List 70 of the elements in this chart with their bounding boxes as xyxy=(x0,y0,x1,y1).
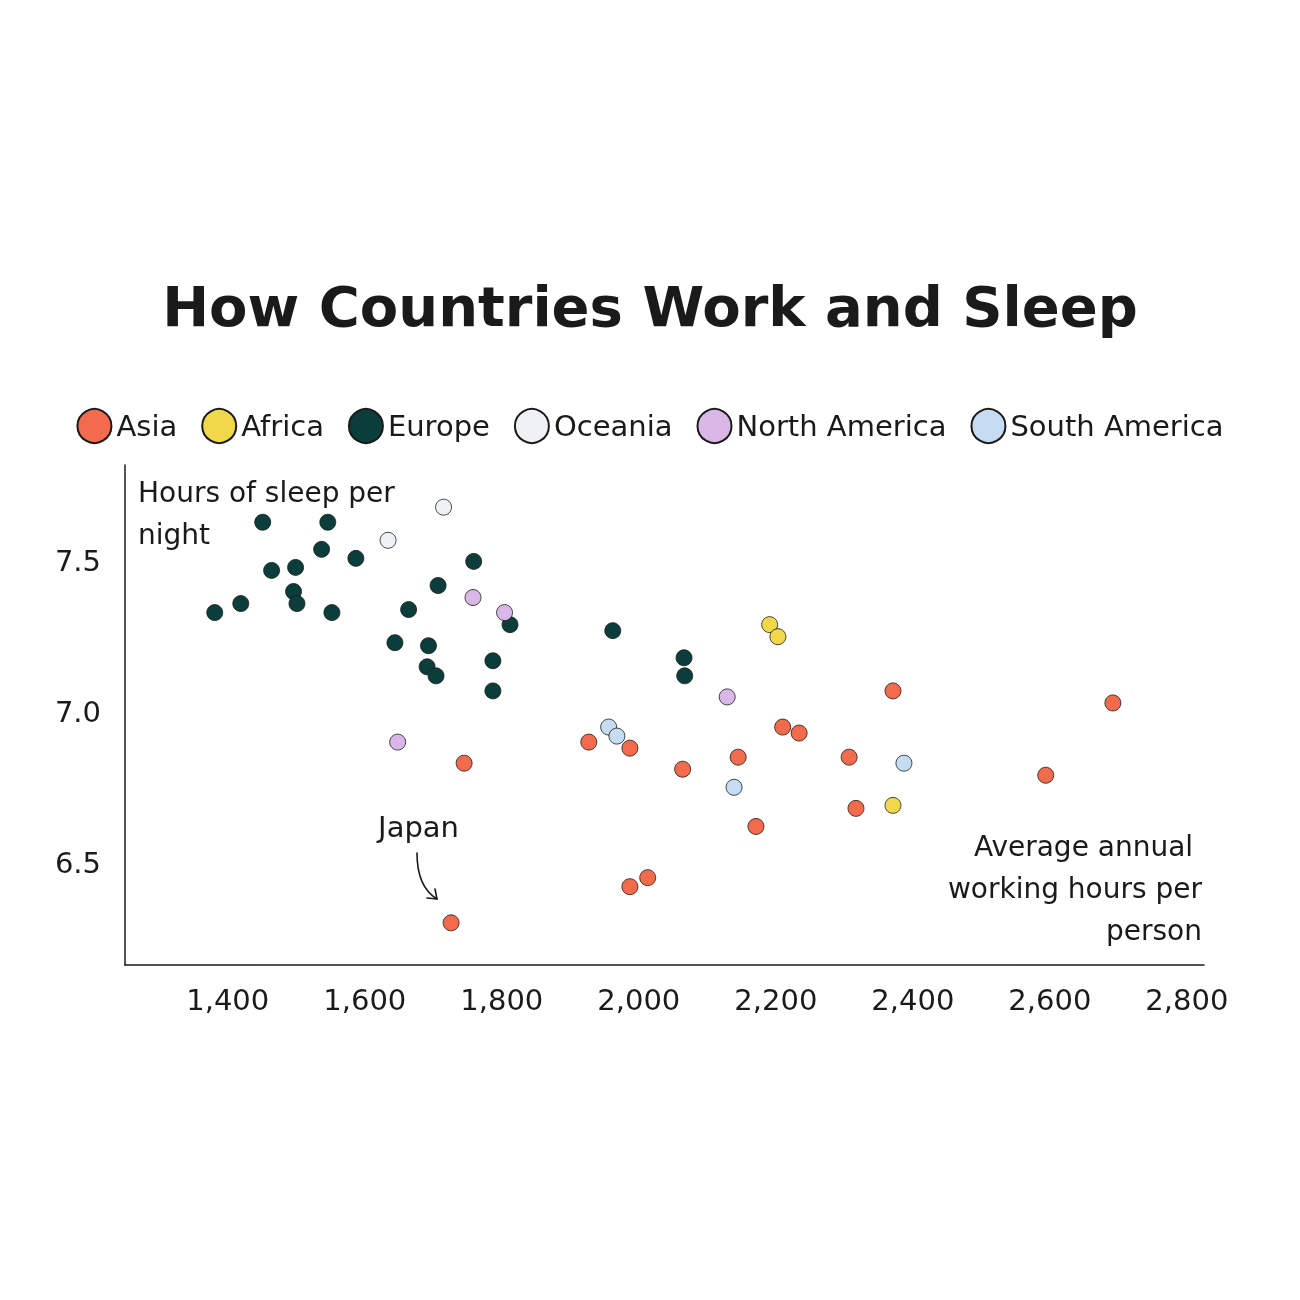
point xyxy=(386,634,404,652)
point xyxy=(347,549,365,567)
y-tick-label: 6.5 xyxy=(54,845,101,880)
point xyxy=(232,595,250,612)
legend-label: Oceania xyxy=(553,409,673,443)
legend-label: North America xyxy=(736,409,947,443)
point xyxy=(718,688,736,706)
point xyxy=(429,577,447,594)
x-tick-label: 2,200 xyxy=(734,982,818,1017)
point xyxy=(288,595,306,612)
legend-label: South America xyxy=(1010,409,1224,443)
point xyxy=(621,878,639,896)
annotation: Japan xyxy=(376,810,459,845)
y-axis-title: Hours of sleep per night xyxy=(138,475,404,551)
point xyxy=(1104,694,1122,712)
point xyxy=(263,562,281,579)
point xyxy=(725,778,743,796)
point xyxy=(675,649,693,667)
point xyxy=(884,796,902,814)
y-tick-label: 7.0 xyxy=(54,694,101,729)
point xyxy=(840,748,858,766)
point xyxy=(895,754,913,772)
point xyxy=(774,718,792,736)
point xyxy=(747,818,765,835)
point xyxy=(427,667,445,685)
point xyxy=(323,604,341,621)
x-tick-label: 1,600 xyxy=(323,982,407,1017)
point xyxy=(639,869,657,887)
point xyxy=(729,748,747,766)
legend-label: Europe xyxy=(387,409,490,443)
point xyxy=(674,760,692,778)
point xyxy=(206,604,224,621)
x-axis-title: Average annual working hours per person xyxy=(947,829,1203,947)
point xyxy=(676,667,694,685)
x-tick-label: 2,800 xyxy=(1145,982,1229,1017)
point xyxy=(790,724,808,742)
point xyxy=(621,739,639,757)
point xyxy=(464,589,482,606)
point xyxy=(379,531,397,549)
point xyxy=(465,552,483,570)
point xyxy=(319,513,337,531)
point xyxy=(769,628,787,646)
point xyxy=(1037,766,1055,784)
x-tick-label: 1,800 xyxy=(460,982,544,1017)
point xyxy=(496,604,513,621)
point xyxy=(287,559,304,576)
point xyxy=(455,754,473,772)
x-tick-label: 1,400 xyxy=(186,982,270,1017)
x-tick-label: 2,400 xyxy=(871,982,955,1017)
point xyxy=(420,637,437,655)
point xyxy=(254,513,272,531)
point xyxy=(580,733,598,751)
point xyxy=(435,498,452,516)
point xyxy=(884,682,902,700)
legend-label: Africa xyxy=(241,409,324,443)
point xyxy=(400,601,418,618)
point xyxy=(484,652,502,670)
point xyxy=(604,622,622,640)
point xyxy=(313,540,331,558)
point xyxy=(847,799,865,817)
x-tick-label: 2,600 xyxy=(1008,982,1092,1017)
point xyxy=(761,616,779,634)
point xyxy=(608,727,626,745)
legend-label: Asia xyxy=(116,409,178,443)
point xyxy=(442,914,460,932)
y-tick-label: 7.5 xyxy=(54,544,101,579)
point xyxy=(389,733,407,751)
chart-title: How Countries Work and Sleep xyxy=(162,273,1138,339)
point xyxy=(484,682,502,700)
x-tick-label: 2,000 xyxy=(597,982,681,1017)
